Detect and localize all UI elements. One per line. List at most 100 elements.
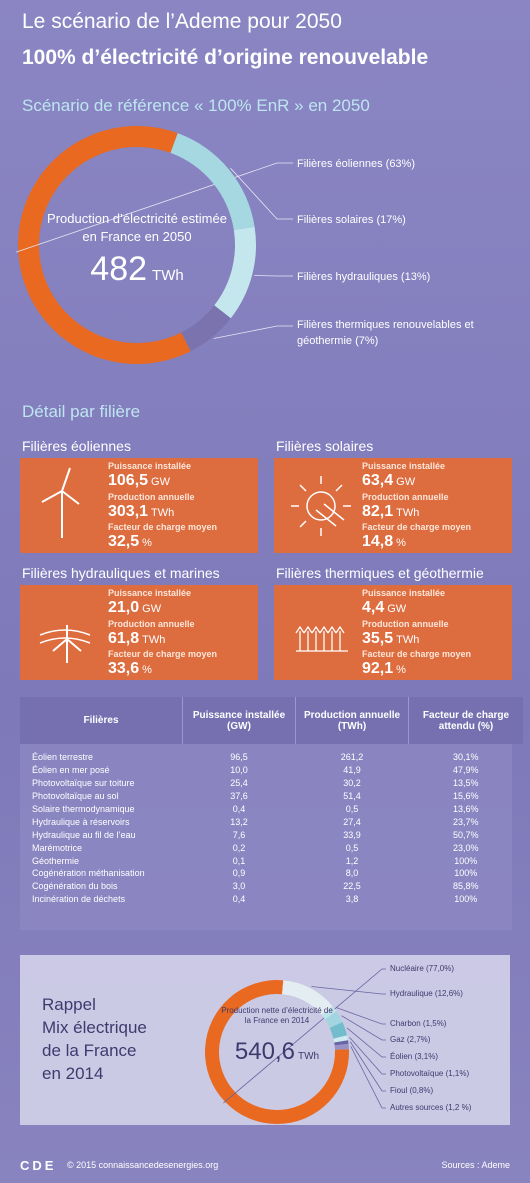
table-cell: 8,0 xyxy=(345,868,359,879)
legend-label: Filières thermiques renouvelables et géo… xyxy=(297,319,474,347)
card-icon xyxy=(41,467,80,538)
table-cell: 22,5 xyxy=(343,881,361,892)
table-cell: 10,0 xyxy=(230,765,248,776)
table-cell: 0,5 xyxy=(345,804,359,814)
recall-title: Rappel xyxy=(42,995,96,1014)
metric-label: Puissance installée xyxy=(108,588,192,598)
recall-title: en 2014 xyxy=(42,1064,104,1083)
pie-slice xyxy=(214,226,256,319)
table-cell: 3,0 xyxy=(232,881,246,892)
recall-title: de la France xyxy=(42,1041,137,1060)
metric-label: Production annuelle xyxy=(108,491,195,502)
card-icon xyxy=(291,476,351,536)
table-cell: 30,2 xyxy=(343,778,361,789)
leader-line xyxy=(341,1015,386,1041)
leader-line xyxy=(346,1027,386,1058)
table-cell: 47,9% xyxy=(452,765,479,776)
copyright: © 2015 connaissancedesenergies.org xyxy=(67,1160,219,1170)
pie-slice xyxy=(333,1035,349,1043)
table: Filières Puissance installée (GW) Producti… xyxy=(20,697,523,906)
table-cell: Solaire thermodynamique xyxy=(32,804,135,814)
table-cell: 0,9 xyxy=(232,868,246,879)
card-title: Filières hydrauliques et marines xyxy=(22,565,220,581)
metric-unit: GW xyxy=(396,476,416,488)
leader-line xyxy=(230,167,293,220)
metric-value: 4,4 GW xyxy=(362,599,407,616)
table-cell: 25,4 xyxy=(230,778,248,789)
metric-value: 303,1 TWh xyxy=(108,502,175,520)
table-cell: Hydraulique au fil de l’eau xyxy=(32,829,136,840)
table-cell: 50,7% xyxy=(452,829,479,840)
table-cell: 23,0% xyxy=(452,842,479,853)
pie-slice xyxy=(170,133,255,231)
table-cell: 261,2 xyxy=(340,752,364,763)
center-text: Production d’électricité estimée en Fran… xyxy=(47,211,227,245)
metric-value: 82,1 TWh xyxy=(362,502,420,520)
table-header: Puissance installée (GW) xyxy=(182,697,296,744)
pie-slice xyxy=(321,1006,337,1020)
metric-unit: TWh xyxy=(396,506,420,519)
card: Puissance installée 4,4 GW Production annue… xyxy=(274,585,512,680)
metric-unit: GW xyxy=(151,476,170,488)
total-value: 540,6 xyxy=(234,1038,295,1065)
legend-label: Éolien (3,1%) xyxy=(390,1052,439,1061)
leader-line xyxy=(350,1046,386,1109)
metric-unit: GW xyxy=(387,603,407,615)
metric-label: Production annuelle xyxy=(362,491,449,502)
table-cell: 100% xyxy=(454,894,478,905)
table-cell: 51,4 xyxy=(343,791,361,802)
metric-label: Puissance installée xyxy=(108,461,192,471)
table-cell: 0,4 xyxy=(232,894,246,905)
metric-label: Facteur de charge moyen xyxy=(362,522,472,532)
table-cell: 0,1 xyxy=(232,855,246,866)
metric-value: 14,8% xyxy=(362,533,406,550)
table-cell: 0,5 xyxy=(345,842,359,853)
table-cell: 41,9 xyxy=(343,765,361,776)
leader-line xyxy=(213,325,293,339)
metric-unit: % xyxy=(396,537,406,549)
header-line2: 100% d’électricité d’origine renouvelabl… xyxy=(22,46,429,69)
recall-title: Mix électrique xyxy=(42,1018,147,1037)
metric-value: 63,4 GW xyxy=(362,472,416,489)
table-cell: Cogénération du bois xyxy=(32,881,118,892)
legend-label: Filières hydrauliques (13%) xyxy=(297,271,431,283)
pie-slice xyxy=(334,1043,349,1050)
header-line1: Le scénario de l’Ademe pour 2050 xyxy=(22,10,342,33)
center-total: 540,6 TWh xyxy=(217,1038,337,1066)
pie-slice xyxy=(329,1022,348,1039)
table-cell: 85,8% xyxy=(452,881,479,892)
legend-label: Hydraulique (12,6%) xyxy=(390,989,463,998)
center-total: 482 TWh xyxy=(57,250,217,289)
legend-label: Autres sources (1,2 %) xyxy=(390,1103,472,1112)
card-icon xyxy=(39,625,91,663)
table-cell: Éolien terrestre xyxy=(32,752,94,763)
metric-unit: GW xyxy=(142,603,162,615)
metric-label: Facteur de charge moyen xyxy=(362,649,472,659)
table-cell: 100% xyxy=(454,868,478,879)
metric-value: 92,1% xyxy=(362,660,406,677)
leader-line xyxy=(336,1007,386,1025)
metric-label: Facteur de charge moyen xyxy=(108,649,218,659)
legend-label: Nucléaire (77,0%) xyxy=(390,964,455,973)
table-cell: 15,6% xyxy=(452,791,479,802)
leader-line xyxy=(349,1037,386,1075)
table-cell: 13,2 xyxy=(230,816,248,827)
pie-slice xyxy=(324,1011,343,1028)
table-cell: 37,6 xyxy=(230,791,248,802)
table-cell: Photovoltaïque au sol xyxy=(32,791,119,802)
legend-label: Filières éoliennes (63%) xyxy=(297,158,415,170)
metric-label: Production annuelle xyxy=(108,618,195,629)
pie-slice xyxy=(282,980,333,1015)
total-value: 482 xyxy=(90,250,148,288)
metric-value: 33,6% xyxy=(108,660,152,677)
metric-unit: TWh xyxy=(396,633,420,646)
table-cell: 23,7% xyxy=(452,816,479,827)
table-cell: 0,4 xyxy=(232,804,246,814)
table-cell: 96,5 xyxy=(230,752,248,763)
leader-line xyxy=(349,1041,386,1092)
total-unit: TWh xyxy=(152,267,184,284)
metric-label: Facteur de charge moyen xyxy=(108,522,218,532)
table-cell: 0,2 xyxy=(232,842,246,853)
leader-line xyxy=(16,162,293,253)
table-cell: 33,9 xyxy=(343,829,361,840)
